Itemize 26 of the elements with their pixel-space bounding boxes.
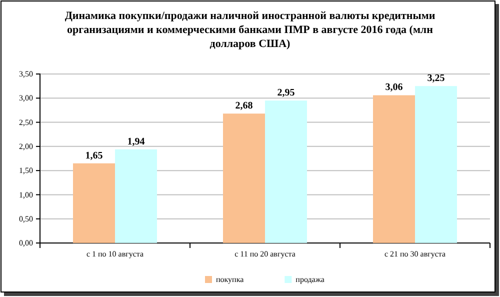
x-tick-label: с 21 по 30 августа (384, 249, 446, 258)
bar (373, 95, 415, 243)
data-label: 3,25 (427, 73, 445, 84)
bar (415, 86, 457, 243)
data-label: 2,68 (235, 100, 253, 112)
y-tick-label: 0,00 (19, 238, 33, 248)
y-tick-label: 2,50 (19, 118, 33, 127)
y-tick-label: 1,50 (19, 166, 33, 176)
bar (115, 149, 157, 243)
y-tick-label: 2,00 (19, 142, 33, 151)
chart-title: Динамика покупки/продажи наличной иностранной валюты кредитными организациями и коммерческими банками ПМР в августе 2016 года (млн долларов США) (64, 10, 436, 50)
y-tick-label: 1,00 (19, 190, 33, 200)
data-label: 2,95 (277, 88, 295, 99)
x-tick-label: с 1 по 10 августа (86, 249, 144, 258)
y-tick-label: 3,50 (19, 70, 33, 79)
y-tick-label: 3,00 (19, 94, 33, 103)
bar (73, 163, 115, 243)
legend-label: продажа (296, 275, 325, 284)
bar (265, 100, 307, 243)
legend-label: покупка (216, 275, 244, 284)
y-tick-label: 0,50 (19, 214, 33, 224)
data-label: 1,65 (85, 150, 103, 162)
x-tick-label: с 11 по 20 августа (234, 249, 296, 258)
bar (223, 114, 265, 243)
data-label: 1,94 (127, 136, 145, 148)
data-label: 3,06 (385, 82, 403, 94)
